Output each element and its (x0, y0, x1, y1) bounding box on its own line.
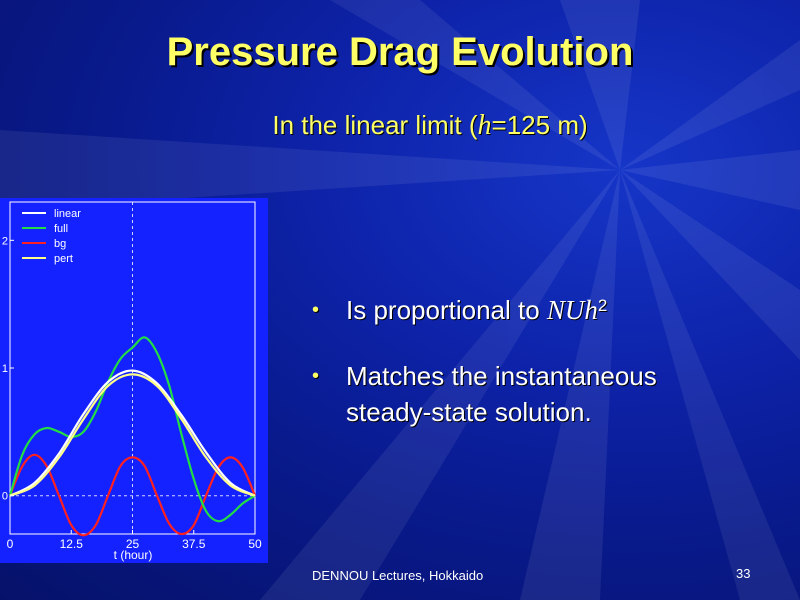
legend-label-linear: linear (54, 208, 81, 220)
subtitle-pre: In the linear limit ( (272, 110, 478, 140)
drag-chart: 0 12.5 25 37.5 50 0 1 2 linear full bg pert t (hou… (0, 198, 268, 563)
y-tick-label: 1 (2, 363, 8, 375)
bullet-text: Is proportional to (346, 295, 547, 325)
series-line-bg (8, 453, 257, 537)
x-tick-label: 50 (248, 537, 262, 551)
series-line-pert (9, 373, 256, 497)
x-tick-label: 37.5 (182, 537, 206, 551)
page-number: 33 (736, 566, 751, 581)
series-line-linear (9, 369, 256, 497)
bullet-list: • Is proportional to NUh2 • Matches the … (310, 292, 790, 460)
bullet-formula: NUh (546, 295, 598, 325)
bullet-item-matches: • Matches the instantaneous steady-state… (310, 358, 790, 430)
subtitle-variable: h (477, 110, 492, 141)
legend-label-bg: bg (54, 238, 66, 250)
slide-subtitle: In the linear limit (h=125 m) (0, 110, 800, 142)
bullet-line-2: steady-state solution. (346, 397, 592, 427)
bullet-item-proportional: • Is proportional to NUh2 (310, 292, 790, 328)
legend-label-full: full (54, 223, 68, 235)
bullet-formula-exponent: 2 (597, 296, 608, 315)
bullet-dot-icon: • (312, 365, 320, 387)
x-axis-label: t (hour) (114, 548, 153, 562)
x-tick-label: 0 (7, 537, 14, 551)
legend-label-pert: pert (54, 253, 73, 265)
x-tick-label: 25 (126, 537, 140, 551)
x-tick-label: 12.5 (60, 537, 84, 551)
y-tick-label: 2 (2, 235, 8, 247)
bullet-dot-icon: • (312, 299, 320, 321)
bullet-line-1: Matches the instantaneous (346, 361, 657, 391)
subtitle-post: =125 m) (491, 110, 588, 140)
series-line-full (8, 336, 256, 523)
footer-text: DENNOU Lectures, Hokkaido (312, 568, 484, 583)
y-tick-label: 0 (2, 491, 8, 503)
chart-background (0, 198, 268, 563)
slide-title: Pressure Drag Evolution (166, 30, 634, 74)
